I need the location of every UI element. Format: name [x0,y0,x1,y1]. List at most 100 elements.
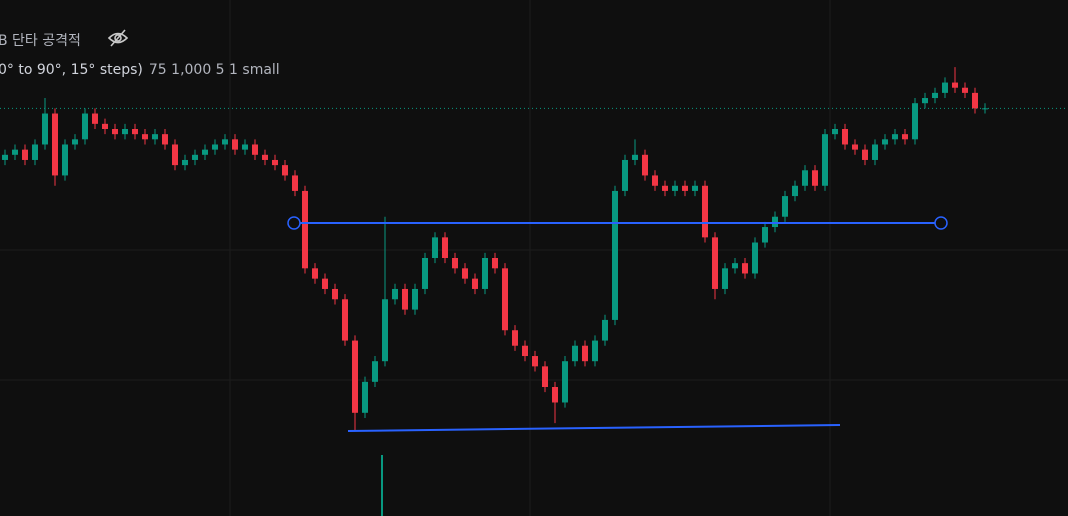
candle-body [762,227,768,243]
candle-body [782,196,788,217]
candle-body [382,299,388,362]
candle-body [132,129,138,135]
candle-body [872,144,878,160]
candle-body [22,149,28,160]
candle-body [552,387,558,403]
candle-body [82,113,88,140]
candle-body [512,330,518,346]
candle-body [12,149,18,155]
candle-body [682,185,688,191]
candle-body [182,159,188,166]
candle-body [252,144,258,155]
candle-body [532,356,538,367]
candle-body [772,216,778,228]
candle-body [282,165,288,176]
line-handle[interactable] [287,216,301,230]
candle-body [172,144,178,166]
candle-body [222,139,228,145]
candle-body [192,154,198,160]
candle-body [112,129,118,135]
candle-body [892,134,898,140]
candle-body [572,345,578,362]
volume-bar [381,455,383,516]
candle-body [92,113,98,124]
candle-body [932,92,938,99]
candle-body [62,144,68,176]
candle-body [642,154,648,176]
candle-body [242,144,248,150]
candle-body [162,134,168,145]
candle-body [42,113,48,145]
line-handle[interactable] [934,216,948,230]
support-trend-line[interactable] [347,424,841,432]
candle-body [412,288,418,310]
candle-body [792,185,798,197]
candle-body [2,154,8,160]
candle-body [882,139,888,145]
candle-body [262,154,268,160]
candle-body [612,190,618,320]
candle-body [302,190,308,269]
candle-body [982,108,988,110]
candle-body [862,149,868,160]
candle-body [752,242,758,274]
candle-body [342,299,348,341]
indicator-inputs: 75 1,000 5 1 small [149,62,280,78]
candle-body [742,263,748,274]
candle-body [622,159,628,191]
indicator-params: 0° to 90°, 15° steps) [0,62,143,78]
candle-body [152,134,158,140]
candle-body [632,154,638,160]
candle-body [962,87,968,93]
candle-body [232,139,238,150]
candle-body [202,149,208,155]
candle-body [122,129,128,135]
candle-body [702,185,708,238]
indicator-name[interactable]: B 단타 공격적 [0,33,81,49]
candle-body [492,258,498,269]
candle-body [912,103,918,140]
candle-body [292,175,298,191]
candle-body [212,144,218,150]
visibility-icon[interactable] [107,29,129,47]
candle-body [712,237,718,289]
candle-body [432,237,438,258]
candle-body [522,345,528,357]
candle-body [832,129,838,135]
candle-body [972,92,978,109]
candle-body [72,139,78,145]
candle-body [442,237,448,258]
candle-body [452,258,458,269]
candle-body [322,278,328,289]
candle-body [672,185,678,191]
candle-body [602,319,608,341]
candle-body [822,134,828,186]
candle-body [502,268,508,331]
candles [2,67,988,431]
candle-body [352,340,358,413]
candle-body [422,258,428,289]
candle-body [52,113,58,176]
candle-body [902,134,908,140]
candle-body [32,144,38,160]
candle-body [592,340,598,362]
candle-body [842,129,848,145]
candle-body [482,258,488,289]
candle-body [812,170,818,186]
candle-body [362,381,368,413]
candle-body [102,123,108,129]
candle-body [802,170,808,186]
candle-body [922,98,928,104]
candle-body [392,288,398,300]
candle-body [732,263,738,269]
candle-body [142,134,148,140]
candle-body [582,345,588,362]
candle-body [692,185,698,191]
candle-body [472,278,478,289]
candle-body [372,361,378,382]
candle-body [562,361,568,403]
